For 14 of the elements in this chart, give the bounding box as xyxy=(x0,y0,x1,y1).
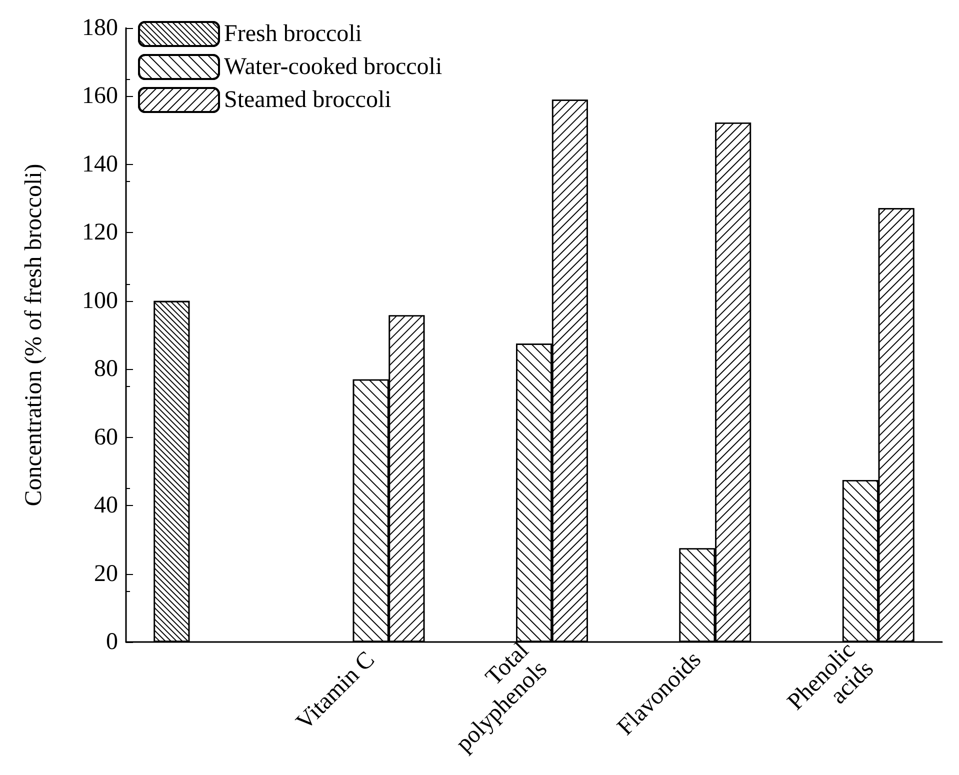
y-tick-label: 160 xyxy=(82,83,118,110)
y-tick-label: 0 xyxy=(106,629,118,655)
legend-label: Steamed broccoli xyxy=(224,87,392,113)
y-tick-label: 40 xyxy=(94,492,118,519)
y-tick-label: 120 xyxy=(82,220,118,246)
y-tick-label: 180 xyxy=(82,15,118,41)
y-tick-label: 100 xyxy=(82,288,118,314)
y-tick-label: 60 xyxy=(94,424,118,450)
y-tick-label: 80 xyxy=(94,356,118,382)
y-tick-label: 140 xyxy=(82,151,118,178)
y-axis-title: Concentration (% of fresh broccoli) xyxy=(21,164,47,506)
legend-label: Fresh broccoli xyxy=(224,21,362,47)
legend-label: Water-cooked broccoli xyxy=(224,54,442,80)
y-tick-label: 20 xyxy=(94,560,118,587)
